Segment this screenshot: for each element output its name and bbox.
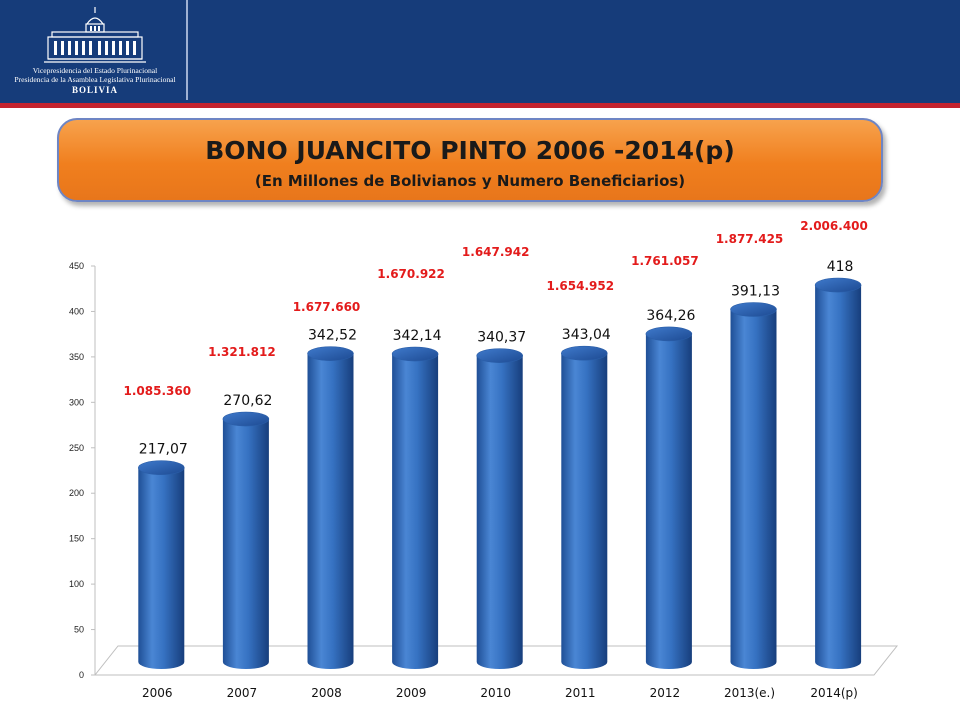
bar <box>476 348 524 670</box>
bar-series <box>138 277 862 670</box>
bar <box>222 411 270 670</box>
header-stripe <box>0 103 960 108</box>
x-tick-label: 2007 <box>227 686 258 700</box>
x-tick-label: 2009 <box>396 686 427 700</box>
y-tick-label: 200 <box>69 488 84 498</box>
bar-body <box>307 353 354 670</box>
y-tick-label: 350 <box>69 352 84 362</box>
chart-labels: 2006 217,07 2007 270,62 2008 342,52 2009 342,14… <box>124 219 868 700</box>
bar-body <box>392 354 439 670</box>
value-label: 340,37 <box>477 330 526 346</box>
beneficiaries-label: 1.877.425 <box>716 232 784 246</box>
value-label: 270,62 <box>223 393 272 409</box>
bar-body <box>476 355 523 670</box>
y-tick-label: 450 <box>69 261 84 271</box>
x-tick-label: 2012 <box>650 686 681 700</box>
y-tick-label: 100 <box>69 579 84 589</box>
y-tick-label: 300 <box>69 397 84 407</box>
bar <box>645 326 693 670</box>
beneficiaries-label: 1.761.057 <box>631 254 699 268</box>
beneficiaries-label: 1.677.660 <box>293 300 361 314</box>
building-icon <box>44 7 146 63</box>
bar-body <box>645 333 692 670</box>
beneficiaries-label: 1.647.942 <box>462 245 530 259</box>
x-tick-label: 2010 <box>480 686 511 700</box>
bar-top <box>814 277 862 293</box>
bar <box>307 346 354 670</box>
y-tick-label: 400 <box>69 306 84 316</box>
bar-top <box>307 346 354 361</box>
value-label: 364,26 <box>646 308 695 324</box>
bar-top <box>730 302 777 317</box>
bar <box>391 346 439 670</box>
logo: Vicepresidencia del Estado Plurinacional… <box>10 4 180 100</box>
beneficiaries-label: 1.085.360 <box>124 384 192 398</box>
value-label: 217,07 <box>139 442 188 458</box>
y-tick-label: 150 <box>69 534 84 544</box>
bar-body <box>222 419 269 670</box>
bar-top <box>560 345 608 361</box>
y-tick-label: 250 <box>69 443 84 453</box>
bar <box>730 302 777 670</box>
bar <box>814 277 862 670</box>
value-label: 391,13 <box>731 284 780 300</box>
x-tick-label: 2008 <box>311 686 342 700</box>
bar-body <box>138 467 185 669</box>
y-tick-label: 50 <box>74 625 84 635</box>
x-tick-label: 2013(e.) <box>724 686 775 700</box>
beneficiaries-label: 2.006.400 <box>800 219 868 233</box>
header-bar <box>0 0 960 103</box>
chart-title: BONO JUANCITO PINTO 2006 -2014(p) <box>205 136 735 165</box>
value-label: 418 <box>827 259 854 275</box>
value-label: 343,04 <box>562 327 611 343</box>
beneficiaries-label: 1.654.952 <box>547 279 615 293</box>
bar-body <box>561 353 608 670</box>
bar <box>138 460 185 669</box>
value-label: 342,52 <box>308 328 357 344</box>
x-tick-label: 2011 <box>565 686 596 700</box>
logo-line-2: Presidencia de la Asamblea Legislativa P… <box>14 75 176 84</box>
bar-top <box>222 411 270 427</box>
title-box: BONO JUANCITO PINTO 2006 -2014(p) (En Mi… <box>57 118 883 202</box>
x-tick-label: 2014(p) <box>810 686 858 700</box>
logo-country: BOLIVIA <box>71 85 118 95</box>
beneficiaries-label: 1.670.922 <box>377 267 445 281</box>
bar-top <box>391 346 439 362</box>
logo-line-1: Vicepresidencia del Estado Plurinacional <box>32 66 158 75</box>
y-tick-label: 0 <box>79 670 84 680</box>
bar <box>560 345 608 670</box>
bar-body <box>730 309 777 670</box>
value-label: 342,14 <box>393 328 442 344</box>
bar-top <box>476 348 524 363</box>
bar-body <box>815 285 862 670</box>
bar-top <box>138 460 185 476</box>
header-divider <box>186 0 188 100</box>
x-tick-label: 2006 <box>142 686 173 700</box>
chart-subtitle: (En Millones de Bolivianos y Numero Bene… <box>254 172 686 190</box>
beneficiaries-label: 1.321.812 <box>208 345 276 359</box>
bar-top <box>645 326 693 342</box>
